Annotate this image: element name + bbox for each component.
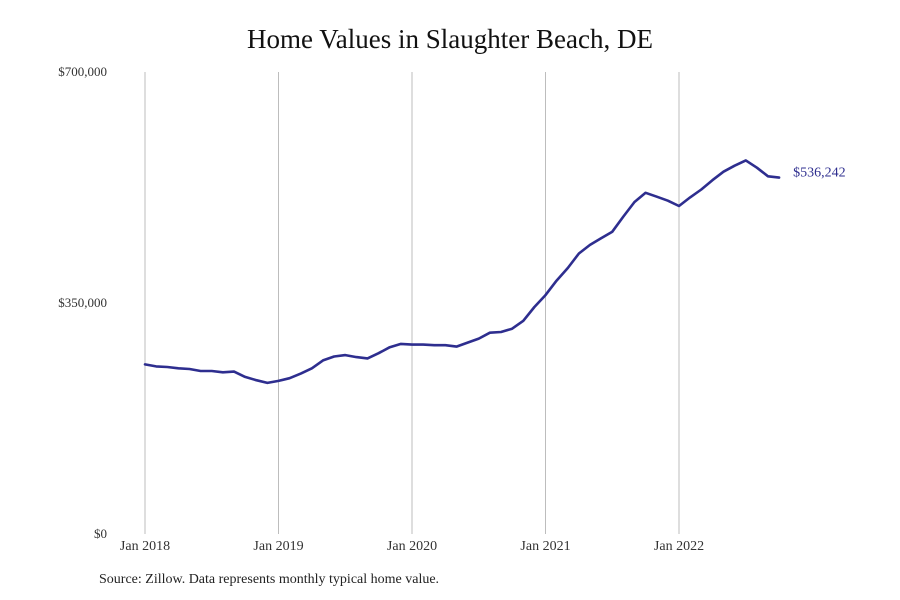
source-note: Source: Zillow. Data represents monthly …	[99, 572, 440, 587]
series-line	[143, 159, 781, 385]
chart-title: Home Values in Slaughter Beach, DE	[247, 24, 653, 54]
gridlines	[144, 72, 680, 534]
x-tick-label: Jan 2022	[654, 539, 704, 554]
series-group	[143, 159, 781, 385]
y-tick-label: $700,000	[58, 64, 107, 79]
end-label-group: $536,242	[793, 166, 846, 181]
x-tick-label: Jan 2018	[120, 539, 170, 554]
x-axis-labels: Jan 2018 Jan 2019 Jan 2020 Jan 2021 Jan 2022	[120, 539, 704, 554]
y-tick-label: $0	[94, 526, 107, 541]
y-axis-labels: $0 $350,000 $700,000	[58, 64, 107, 541]
x-tick-label: Jan 2019	[253, 539, 303, 554]
end-value-label: $536,242	[793, 166, 846, 181]
x-tick-label: Jan 2021	[520, 539, 570, 554]
x-tick-label: Jan 2020	[387, 539, 437, 554]
y-tick-label: $350,000	[58, 295, 107, 310]
